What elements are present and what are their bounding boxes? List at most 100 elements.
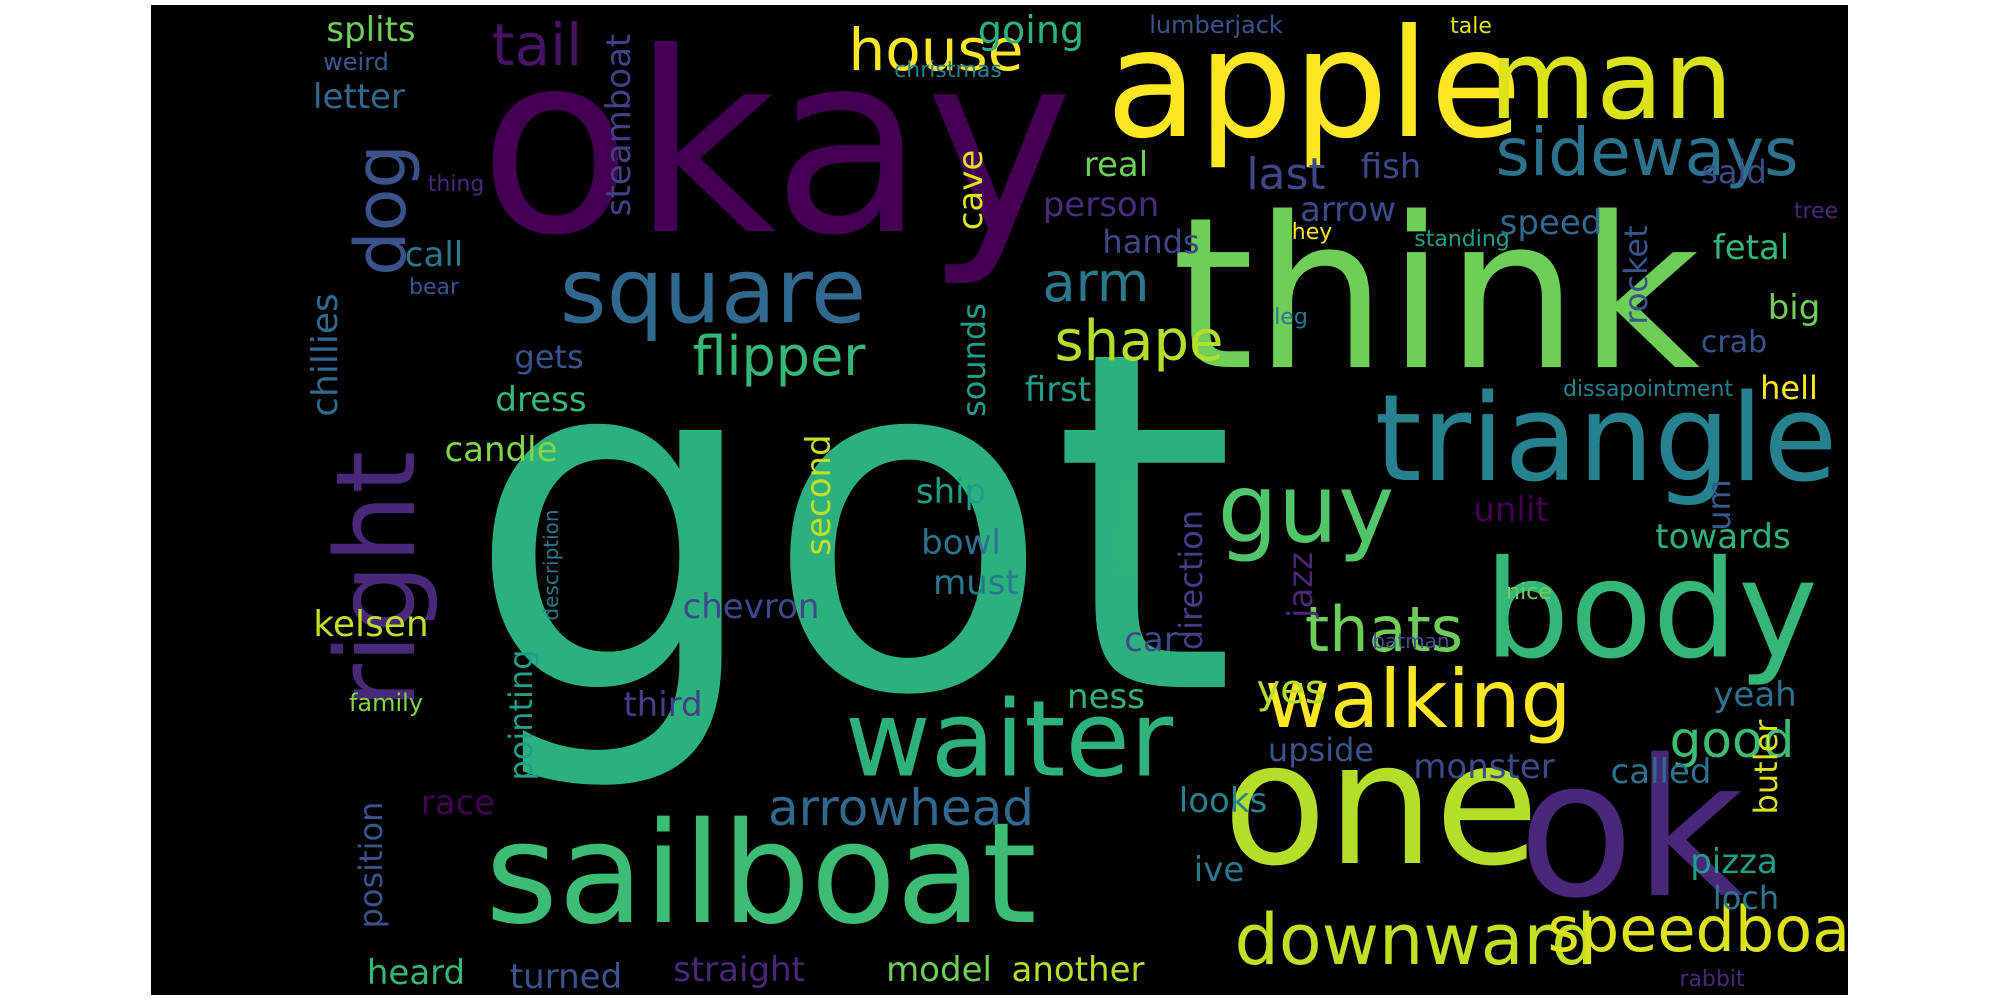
word-going: going	[977, 8, 1085, 52]
word-pizza: pizza	[1690, 842, 1778, 882]
word-call: call	[404, 235, 464, 275]
word-jazz: jazz	[1281, 552, 1321, 618]
word-sounds: sounds	[955, 303, 993, 417]
word-tail: tail	[491, 11, 583, 79]
word-got: got	[465, 251, 1237, 798]
word-ship: ship	[915, 472, 987, 512]
word-cloud: got okay think apple one ok sailboat body triang…	[151, 5, 1848, 995]
word-description: description	[539, 509, 563, 621]
word-cave: cave	[951, 149, 991, 231]
word-towards: towards	[1655, 517, 1791, 557]
word-man: man	[1488, 16, 1734, 144]
word-upside: upside	[1267, 731, 1375, 769]
word-butler: butler	[1747, 719, 1785, 815]
word-arrow: arrow	[1299, 190, 1397, 230]
word-dress: dress	[495, 380, 587, 420]
word-chillies: chillies	[305, 293, 346, 417]
word-hands: hands	[1102, 223, 1200, 261]
word-think: think	[1171, 172, 1701, 417]
word-thing: thing	[427, 172, 485, 197]
word-model: model	[886, 950, 992, 990]
word-body: body	[1484, 531, 1818, 689]
word-rabbit: rabbit	[1679, 967, 1745, 992]
word-bowl: bowl	[921, 523, 1001, 563]
word-sideways: sideways	[1495, 114, 1799, 191]
word-family: family	[348, 689, 424, 717]
word-tree: tree	[1793, 199, 1839, 224]
word-letter: letter	[313, 77, 405, 117]
word-downward: downward	[1234, 899, 1596, 981]
word-steamboat: steamboat	[599, 33, 639, 217]
word-dissapointment: dissapointment	[1562, 377, 1734, 402]
word-sailboat: sailboat	[485, 793, 1037, 956]
word-big: big	[1767, 288, 1821, 328]
word-flipper: flipper	[692, 325, 866, 388]
word-standing: standing	[1414, 227, 1510, 252]
word-triangle: triangle	[1374, 370, 1838, 509]
word-bitten: bitten	[1107, 482, 1145, 578]
word-kelsen: kelsen	[313, 604, 429, 645]
word-thats: thats	[1304, 593, 1464, 666]
word-second: second	[799, 434, 839, 556]
word-direction: direction	[1172, 509, 1210, 651]
word-unlit: unlit	[1473, 490, 1549, 530]
word-first: first	[1024, 370, 1092, 410]
word-weird: weird	[323, 48, 389, 76]
word-tale: tale	[1450, 14, 1492, 39]
word-leg: leg	[1274, 305, 1308, 330]
word-waiter: waiter	[844, 678, 1174, 801]
word-arm: arm	[1042, 251, 1150, 314]
word-yeah: yeah	[1713, 675, 1797, 715]
word-last: last	[1246, 149, 1326, 200]
word-car: car	[1124, 620, 1178, 660]
word-real: real	[1083, 145, 1149, 185]
word-loch: loch	[1712, 879, 1780, 917]
word-heard: heard	[366, 953, 466, 993]
word-hell: hell	[1760, 369, 1818, 407]
word-third: third	[623, 685, 703, 725]
word-fetal: fetal	[1712, 228, 1790, 268]
word-bear: bear	[408, 275, 460, 300]
word-square: square	[559, 239, 867, 344]
word-looks: looks	[1178, 781, 1268, 821]
word-straight: straight	[673, 950, 805, 990]
word-ness: ness	[1067, 677, 1145, 717]
word-right: right	[312, 450, 440, 710]
word-lumberjack: lumberjack	[1149, 11, 1283, 39]
word-turned: turned	[509, 957, 623, 995]
word-walking: walking	[1264, 653, 1572, 746]
word-christmas: christmas	[894, 58, 1002, 83]
word-chevron: chevron	[682, 587, 820, 627]
word-monster: monster	[1413, 747, 1555, 787]
word-position: position	[352, 801, 390, 929]
word-race: race	[420, 783, 496, 823]
word-yes: yes	[1256, 667, 1326, 713]
word-ive: ive	[1193, 850, 1245, 890]
word-house: house	[848, 16, 1024, 84]
word-candle: candle	[444, 430, 558, 470]
word-ok: ok	[1517, 719, 1745, 940]
word-batman: batman	[1372, 629, 1450, 653]
word-another: another	[1011, 950, 1145, 990]
word-person: person	[1042, 185, 1160, 225]
word-okay: okay	[478, 5, 1074, 290]
word-rocket: rocket	[1617, 225, 1655, 325]
word-good: good	[1669, 711, 1795, 769]
word-hey: hey	[1291, 220, 1333, 245]
word-one: one	[1222, 706, 1540, 904]
word-fish: fish	[1360, 147, 1422, 187]
word-crab: crab	[1700, 325, 1768, 360]
word-nice: nice	[1506, 580, 1552, 605]
word-pointing: pointing	[502, 649, 540, 781]
word-said: said	[1701, 153, 1767, 191]
word-um: um	[1700, 479, 1738, 531]
word-called: called	[1610, 752, 1712, 792]
word-arrowhead: arrowhead	[767, 779, 1035, 837]
word-speed: speed	[1499, 203, 1603, 243]
word-splits: splits	[326, 10, 416, 50]
word-speedboat: speedboat	[1547, 893, 1848, 966]
word-shape: shape	[1054, 309, 1224, 374]
word-apple: apple	[1105, 5, 1523, 172]
word-gets: gets	[514, 338, 584, 376]
word-guy: guy	[1217, 454, 1395, 565]
